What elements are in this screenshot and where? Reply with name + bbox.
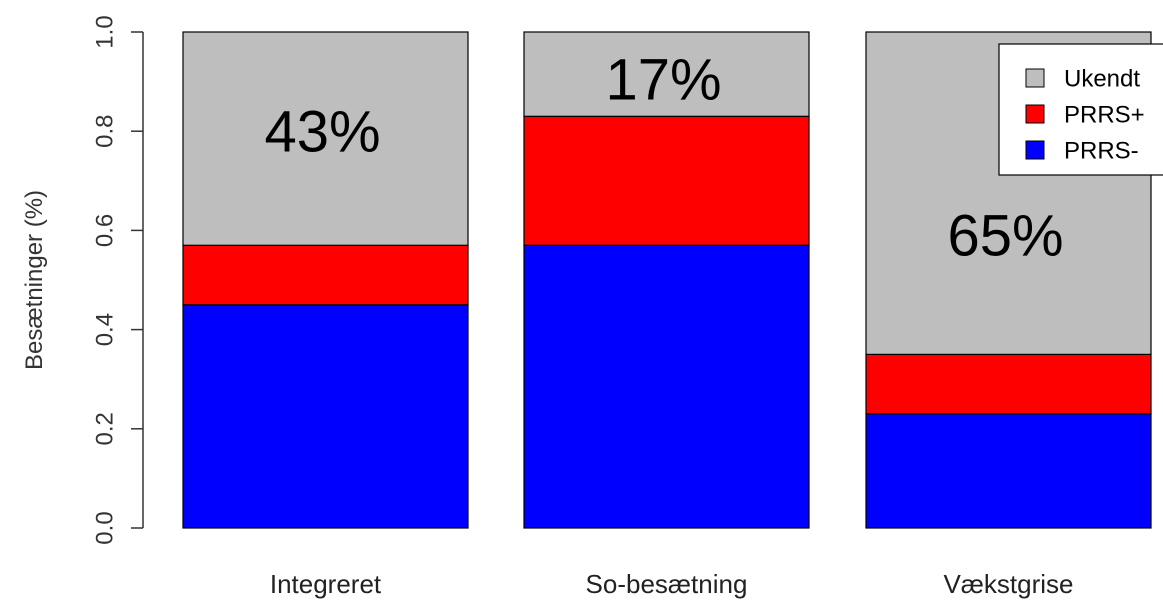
legend-entry-label: Ukendt xyxy=(1064,65,1140,92)
bar-segment-prrs-1 xyxy=(182,304,469,529)
y-tick-label: 0.8 xyxy=(91,115,118,148)
legend-entry-label: PRRS+ xyxy=(1064,101,1145,128)
legend-swatch xyxy=(1025,104,1045,124)
y-tick-label: 0.4 xyxy=(91,313,118,346)
y-tick-label: 1.0 xyxy=(91,15,118,48)
bar-percent-label: 17% xyxy=(605,47,721,112)
legend-swatch xyxy=(1025,68,1045,88)
category-label: Vækstgrise xyxy=(943,569,1073,599)
y-tick-label: 0.2 xyxy=(91,412,118,445)
category-label: Integreret xyxy=(270,569,382,599)
legend-swatch xyxy=(1025,140,1045,160)
y-axis: 0.0 0.2 0.4 0.6 0.8 1.0 xyxy=(91,15,144,545)
bar-percent-labels: 43% 17% 65% xyxy=(264,47,1063,268)
legend-entry-label: PRRS- xyxy=(1064,137,1139,164)
bars xyxy=(182,31,1152,529)
bar-segment-prrs-1 xyxy=(182,244,469,306)
legend: Ukendt PRRS+ PRRS- xyxy=(998,43,1163,176)
y-axis-title: Besætninger (%) xyxy=(21,190,48,370)
bar-segment-ukendt-2 xyxy=(523,31,810,117)
bar-segment-prrs-3 xyxy=(865,413,1152,529)
bar-percent-label: 43% xyxy=(264,100,380,165)
bar-segment-prrs-2 xyxy=(523,115,810,246)
category-label: So-besætning xyxy=(586,569,748,599)
category-labels: Integreret So-besætning Vækstgrise xyxy=(270,569,1074,599)
bar-segment-ukendt-1 xyxy=(182,31,469,246)
bar-segment-prrs-2 xyxy=(523,244,810,529)
y-tick-label: 0.0 xyxy=(91,511,118,544)
bar-percent-label: 65% xyxy=(947,204,1063,269)
bar-segment-prrs-3 xyxy=(865,353,1152,415)
y-tick-label: 0.6 xyxy=(91,214,118,247)
